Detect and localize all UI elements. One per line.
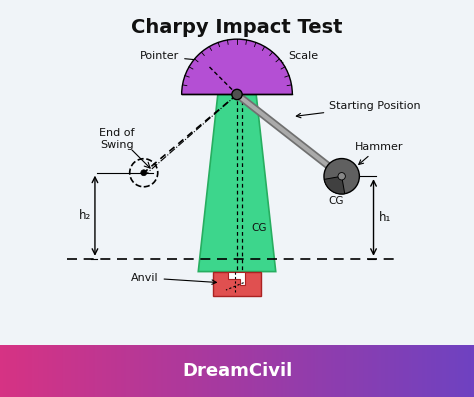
Polygon shape	[198, 94, 276, 272]
Text: Charpy Impact Test: Charpy Impact Test	[131, 18, 343, 37]
Text: CG: CG	[251, 223, 267, 233]
Text: End of
Swing: End of Swing	[100, 128, 135, 150]
Wedge shape	[324, 176, 345, 194]
Circle shape	[141, 170, 146, 176]
Circle shape	[338, 173, 346, 180]
Text: h₁: h₁	[379, 211, 392, 224]
Text: Scale: Scale	[278, 52, 319, 65]
Text: DreamCivil: DreamCivil	[182, 362, 292, 380]
Text: Hammer: Hammer	[355, 142, 403, 164]
Wedge shape	[182, 39, 292, 94]
Text: Starting Position: Starting Position	[296, 101, 421, 118]
Circle shape	[324, 158, 359, 194]
Bar	[213, 272, 261, 296]
Polygon shape	[228, 272, 245, 285]
Text: CG: CG	[328, 196, 344, 206]
Circle shape	[232, 89, 242, 100]
Text: h₂: h₂	[79, 209, 91, 222]
Text: Pointer: Pointer	[140, 52, 209, 63]
Text: Anvil: Anvil	[131, 273, 217, 284]
